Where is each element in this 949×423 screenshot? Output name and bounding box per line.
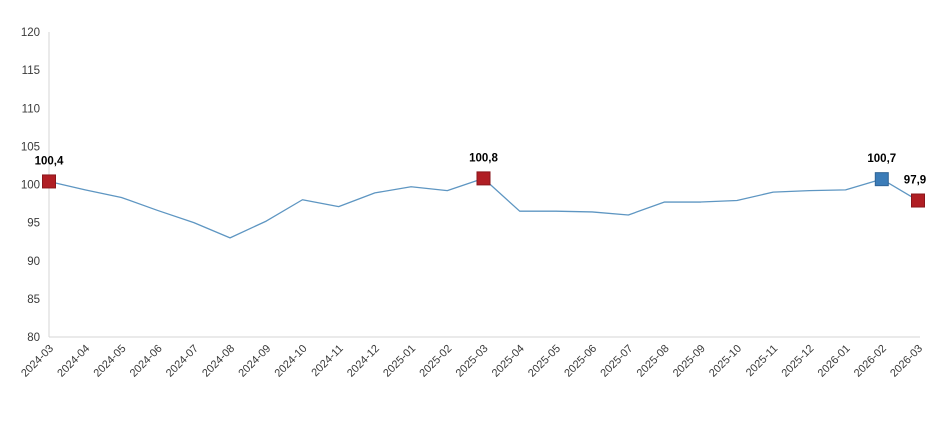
data-point-marker[interactable] (42, 174, 56, 189)
data-point-marker[interactable] (874, 172, 889, 187)
y-tick-label: 110 (22, 103, 40, 115)
x-tick-label: 2024-11 (309, 343, 345, 379)
y-tick-label: 100 (21, 180, 40, 192)
data-point-label: 100,8 (469, 152, 498, 164)
y-tick-label: 90 (27, 256, 40, 268)
x-tick-label: 2024-07 (164, 343, 201, 380)
x-tick-label: 2025-02 (417, 343, 454, 380)
x-tick-label: 2025-08 (635, 343, 672, 380)
data-line (48, 177, 919, 239)
y-tick-label: 120 (21, 27, 40, 39)
x-tick-label: 2024-08 (200, 343, 237, 380)
x-tick-label: 2026-03 (888, 343, 925, 380)
x-tick-label: 2026-02 (852, 343, 889, 380)
x-tick-label: 2025-09 (671, 343, 708, 380)
x-tick-label: 2025-06 (562, 343, 599, 380)
data-point-label: 100,4 (35, 155, 64, 167)
x-tick-label: 2025-11 (744, 343, 780, 379)
x-tick-label: 2024-12 (345, 343, 382, 380)
data-point-label: 97,9 (904, 175, 926, 187)
x-tick-label: 2025-03 (454, 343, 491, 380)
y-tick-label: 85 (27, 294, 40, 306)
x-tick-label: 2024-05 (92, 343, 129, 380)
x-tick-label: 2025-12 (779, 343, 816, 380)
x-tick-label: 2025-10 (707, 343, 744, 380)
x-tick-label: 2025-05 (526, 343, 563, 380)
x-tick-label: 2025-01 (381, 343, 418, 380)
y-tick-label: 80 (27, 332, 40, 344)
x-tick-label: 2024-09 (236, 343, 273, 380)
x-tick-label: 2026-01 (816, 343, 853, 380)
x-tick-label: 2024-03 (19, 343, 56, 380)
data-point-marker[interactable] (476, 171, 491, 186)
data-point-label: 100,7 (867, 153, 896, 165)
y-tick-label: 105 (21, 141, 40, 153)
x-tick-label: 2025-07 (598, 343, 635, 380)
y-tick-label: 115 (22, 65, 40, 77)
x-tick-label: 2024-06 (128, 343, 165, 380)
x-tick-label: 2025-04 (490, 343, 527, 380)
data-point-marker[interactable] (911, 193, 925, 208)
x-tick-label: 2024-10 (273, 343, 310, 380)
y-tick-label: 95 (27, 218, 40, 230)
x-tick-label: 2024-04 (55, 343, 92, 380)
